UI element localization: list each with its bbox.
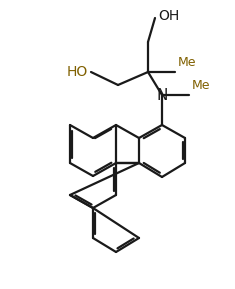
Text: N: N — [156, 88, 168, 103]
Text: Me: Me — [192, 79, 211, 92]
Text: OH: OH — [158, 9, 179, 23]
Text: HO: HO — [67, 65, 88, 79]
Text: Me: Me — [178, 56, 196, 69]
